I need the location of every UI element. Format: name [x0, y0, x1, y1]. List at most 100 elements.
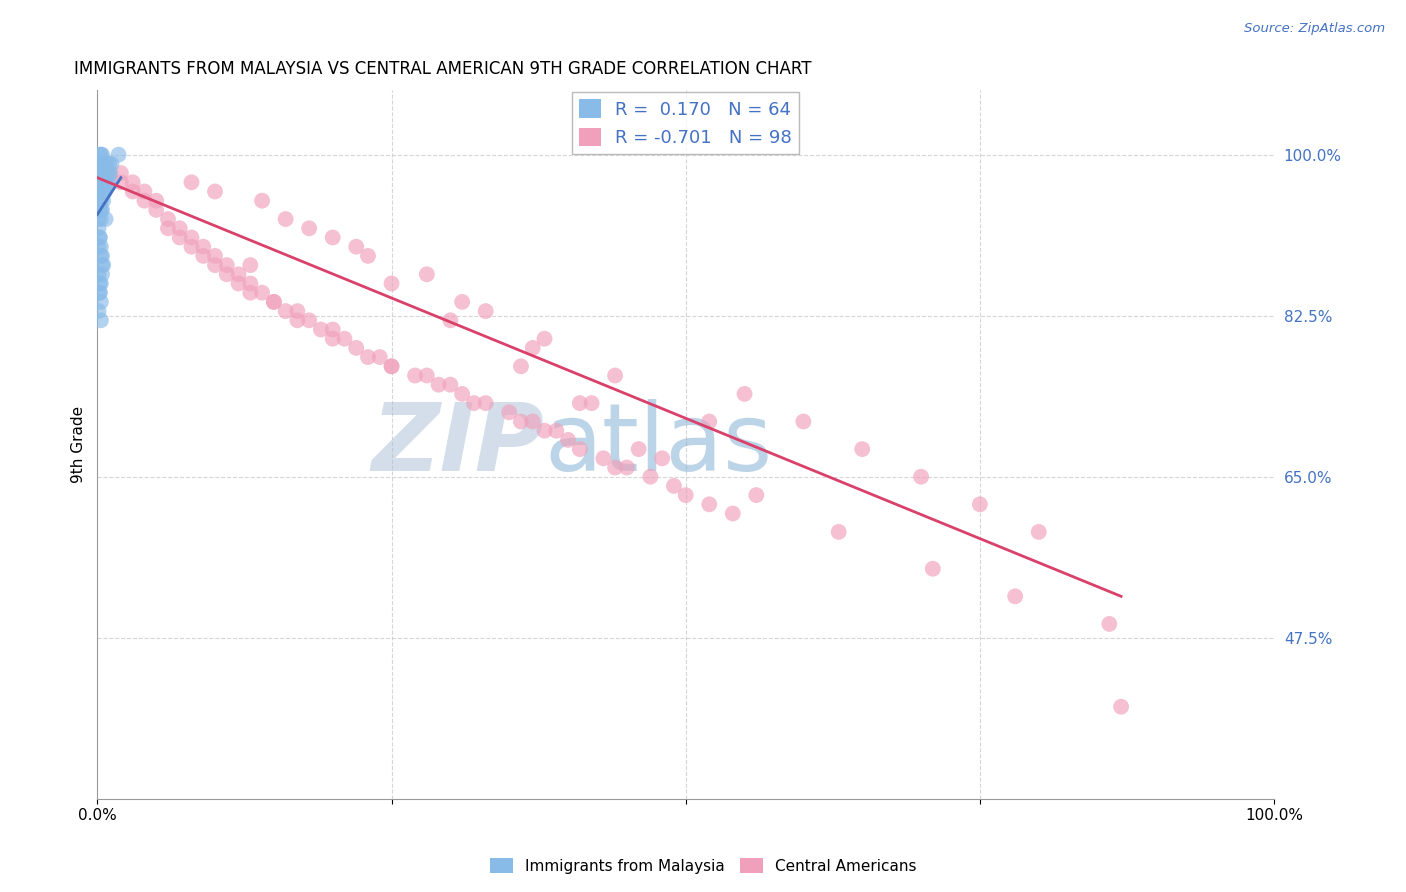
Text: Source: ZipAtlas.com: Source: ZipAtlas.com — [1244, 22, 1385, 36]
Point — [89, 185, 111, 199]
Point — [274, 304, 297, 318]
Point — [828, 524, 851, 539]
Point — [697, 497, 720, 511]
Point — [90, 194, 112, 208]
Point — [89, 285, 111, 300]
Point — [91, 147, 114, 161]
Point — [89, 194, 111, 208]
Point — [193, 249, 215, 263]
Point — [87, 268, 110, 282]
Point — [522, 415, 544, 429]
Point — [533, 424, 555, 438]
Point — [380, 277, 402, 291]
Point — [603, 460, 626, 475]
Point — [204, 185, 226, 199]
Point — [91, 157, 114, 171]
Point — [581, 396, 603, 410]
Point — [107, 147, 129, 161]
Y-axis label: 9th Grade: 9th Grade — [72, 406, 86, 483]
Point — [89, 277, 111, 291]
Point — [368, 350, 391, 364]
Text: atlas: atlas — [544, 399, 773, 491]
Point — [90, 166, 112, 180]
Point — [91, 157, 114, 171]
Point — [90, 240, 112, 254]
Point — [533, 332, 555, 346]
Point — [91, 202, 114, 217]
Point — [344, 341, 367, 355]
Point — [239, 277, 262, 291]
Point — [1004, 590, 1026, 604]
Point — [180, 240, 202, 254]
Point — [557, 433, 579, 447]
Point — [87, 240, 110, 254]
Point — [592, 451, 614, 466]
Point — [745, 488, 768, 502]
Point — [792, 415, 814, 429]
Point — [90, 147, 112, 161]
Point — [134, 194, 156, 208]
Point — [91, 258, 114, 272]
Point — [96, 157, 118, 171]
Point — [250, 285, 273, 300]
Point — [298, 313, 321, 327]
Point — [1098, 616, 1121, 631]
Point — [98, 166, 121, 180]
Point — [89, 147, 111, 161]
Point — [662, 479, 685, 493]
Point — [94, 212, 117, 227]
Point — [180, 230, 202, 244]
Point — [89, 157, 111, 171]
Point — [298, 221, 321, 235]
Point — [91, 268, 114, 282]
Point — [474, 304, 496, 318]
Point — [734, 387, 756, 401]
Point — [121, 185, 143, 199]
Point — [94, 166, 117, 180]
Point — [451, 294, 474, 309]
Text: IMMIGRANTS FROM MALAYSIA VS CENTRAL AMERICAN 9TH GRADE CORRELATION CHART: IMMIGRANTS FROM MALAYSIA VS CENTRAL AMER… — [75, 60, 811, 78]
Legend: Immigrants from Malaysia, Central Americans: Immigrants from Malaysia, Central Americ… — [484, 852, 922, 880]
Point — [910, 469, 932, 483]
Point — [87, 166, 110, 180]
Point — [380, 359, 402, 374]
Point — [94, 175, 117, 189]
Point — [404, 368, 426, 383]
Point — [851, 442, 873, 456]
Point — [89, 166, 111, 180]
Point — [89, 285, 111, 300]
Point — [969, 497, 991, 511]
Point — [91, 185, 114, 199]
Point — [180, 175, 202, 189]
Point — [98, 157, 121, 171]
Point — [921, 562, 943, 576]
Text: ZIP: ZIP — [371, 399, 544, 491]
Point — [89, 230, 111, 244]
Point — [239, 285, 262, 300]
Point — [91, 258, 114, 272]
Point — [193, 240, 215, 254]
Point — [134, 185, 156, 199]
Point — [169, 221, 191, 235]
Point — [93, 185, 115, 199]
Point — [263, 294, 285, 309]
Point — [145, 194, 167, 208]
Point — [474, 396, 496, 410]
Point — [93, 166, 115, 180]
Point — [274, 212, 297, 227]
Point — [439, 377, 461, 392]
Point — [91, 166, 114, 180]
Point — [156, 221, 179, 235]
Point — [91, 185, 114, 199]
Point — [651, 451, 673, 466]
Point — [204, 249, 226, 263]
Point — [98, 166, 121, 180]
Point — [380, 359, 402, 374]
Point — [90, 202, 112, 217]
Point — [510, 415, 533, 429]
Point — [309, 322, 332, 336]
Point — [91, 249, 114, 263]
Point — [100, 157, 122, 171]
Point — [93, 185, 115, 199]
Point — [228, 277, 250, 291]
